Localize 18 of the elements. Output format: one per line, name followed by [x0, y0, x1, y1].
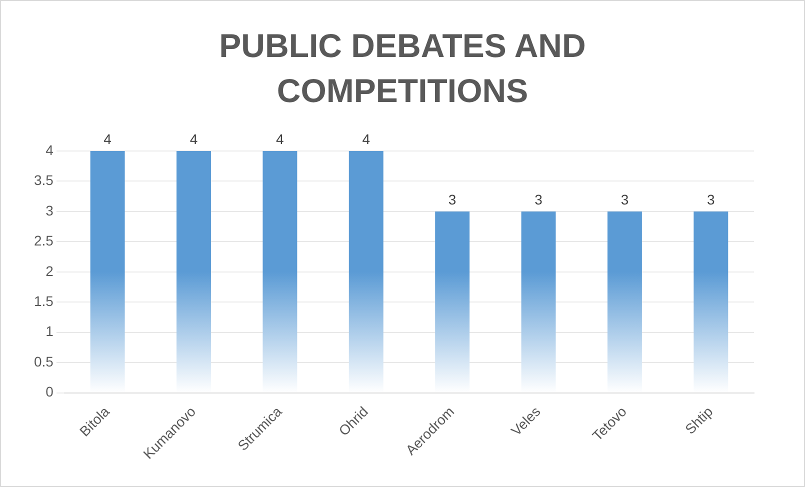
y-tick-label: 3.5 [34, 172, 54, 188]
y-tick-label: 1.5 [34, 292, 54, 309]
y-tick-label: 3 [46, 202, 54, 218]
data-label: 3 [448, 191, 456, 208]
y-tick-label: 0 [46, 384, 54, 400]
y-tick-label: 2.5 [34, 232, 54, 249]
data-label: 3 [707, 191, 716, 208]
y-tick-label: 1 [46, 323, 54, 340]
y-tick-label: 4 [46, 142, 54, 158]
y-tick-label: 2 [46, 262, 54, 279]
data-label: 4 [190, 130, 198, 147]
data-label: 4 [104, 130, 112, 147]
chart-title: PUBLIC DEBATES AND COMPETITIONS [218, 26, 587, 111]
data-label: 3 [534, 191, 543, 208]
data-label: 3 [620, 191, 629, 208]
y-tick-label: 0.5 [34, 353, 54, 370]
data-label: 4 [276, 130, 284, 147]
data-label: 4 [362, 130, 370, 147]
